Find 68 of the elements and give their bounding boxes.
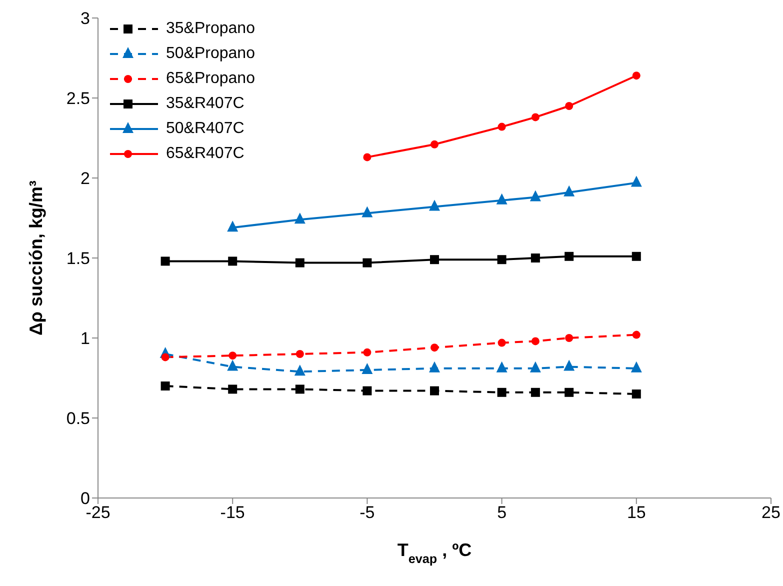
point <box>363 153 372 162</box>
point <box>632 330 640 339</box>
point <box>430 386 439 396</box>
legend-label: 65&Propano <box>166 69 255 89</box>
point <box>564 388 574 397</box>
point <box>430 344 438 352</box>
point <box>430 255 439 264</box>
point <box>295 258 304 268</box>
point <box>497 255 506 264</box>
legend-label: 35&Propano <box>166 19 255 39</box>
x-axis-title: T$_{evap}$ , ºC <box>397 540 472 566</box>
point <box>531 337 540 346</box>
point <box>362 363 373 374</box>
x-tick-label: 5 <box>497 503 507 522</box>
y-tick-label: 2 <box>80 169 90 188</box>
point <box>362 206 373 218</box>
point <box>530 254 540 262</box>
point <box>630 176 642 187</box>
legend-label: 50&R407C <box>166 119 244 139</box>
legend-label: 35&R407C <box>166 94 244 114</box>
point <box>362 258 372 268</box>
x-tick-label: -15 <box>220 503 245 522</box>
point <box>632 390 641 398</box>
point <box>530 388 540 397</box>
point <box>630 361 642 372</box>
legend-label: 50&Propano <box>166 44 255 64</box>
point <box>565 102 574 110</box>
point <box>564 252 574 261</box>
point <box>227 360 238 371</box>
y-tick-label: 1 <box>80 329 90 348</box>
point <box>632 252 641 261</box>
point <box>530 190 541 202</box>
point <box>496 361 508 372</box>
y-axis-title: Δρ succión, kg/m³ <box>26 180 46 336</box>
point <box>227 220 238 232</box>
point <box>294 212 306 224</box>
point <box>564 360 575 371</box>
y-tick-label: 0.5 <box>66 409 90 428</box>
point <box>362 386 372 396</box>
y-tick-label: 2.5 <box>66 89 90 108</box>
point <box>429 200 440 211</box>
point <box>564 185 575 196</box>
point <box>496 193 508 204</box>
point <box>160 382 170 390</box>
y-tick-label: 1.5 <box>66 249 90 268</box>
point <box>530 361 541 372</box>
point <box>632 72 640 80</box>
point <box>498 122 506 131</box>
point <box>498 338 506 347</box>
x-tick-label: -5 <box>360 503 375 522</box>
point <box>294 364 306 376</box>
point <box>161 353 170 362</box>
legend-label: 65&R407C <box>166 144 244 164</box>
point <box>228 256 238 266</box>
x-tick-label: 15 <box>626 503 646 522</box>
point <box>430 140 438 148</box>
point <box>429 361 440 372</box>
point <box>565 334 574 342</box>
y-tick-label: 3 <box>80 9 90 28</box>
point <box>497 388 506 397</box>
point <box>296 350 304 358</box>
point <box>228 352 237 360</box>
point <box>295 384 304 394</box>
point <box>363 348 372 356</box>
x-tick-label: 25 <box>762 503 780 522</box>
point <box>160 256 170 266</box>
point <box>531 113 540 122</box>
point <box>228 384 238 394</box>
